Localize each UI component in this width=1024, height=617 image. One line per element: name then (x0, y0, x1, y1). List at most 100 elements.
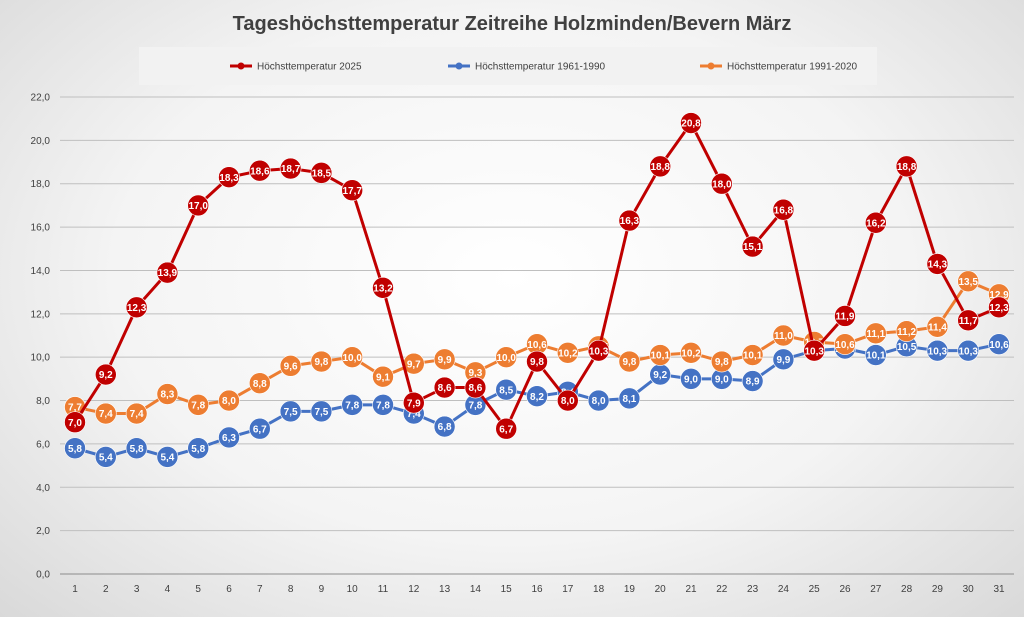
data-label: 8,5 (499, 385, 513, 396)
data-point (187, 194, 209, 217)
series-line (73, 121, 1000, 431)
data-point (864, 322, 887, 345)
data-label: 5,8 (191, 444, 205, 455)
data-label: 7,7 (68, 403, 82, 414)
data-label: 11,9 (836, 312, 855, 323)
data-point (95, 363, 117, 386)
data-point (834, 333, 856, 355)
data-point (341, 179, 364, 202)
data-point (988, 296, 1010, 319)
data-point (649, 155, 672, 178)
data-label: 9,0 (715, 374, 729, 385)
data-label: 9,2 (653, 370, 667, 381)
data-point (433, 415, 456, 438)
x-tick-label: 28 (901, 584, 913, 595)
data-point (587, 389, 610, 412)
data-label: 7,8 (345, 400, 359, 411)
x-tick-label: 10 (347, 584, 359, 595)
data-label: 7,8 (191, 400, 205, 411)
data-label: 17,0 (188, 201, 208, 212)
data-label: 12,3 (127, 303, 147, 314)
data-label: 18,5 (312, 168, 332, 179)
data-point (433, 376, 456, 399)
x-tick-label: 8 (288, 584, 294, 595)
data-point (279, 157, 302, 180)
x-tick-label: 12 (408, 584, 420, 595)
data-label: 9,8 (715, 357, 729, 368)
data-point (218, 166, 240, 189)
data-point (864, 344, 887, 366)
x-tick-label: 25 (809, 584, 821, 595)
data-point (372, 276, 394, 299)
data-label: 8,6 (468, 383, 482, 394)
legend-label: Höchsttemperatur 1991-2020 (727, 62, 858, 73)
x-tick-label: 20 (655, 584, 667, 595)
data-point (372, 365, 394, 388)
x-tick-label: 2 (103, 584, 109, 595)
data-label: 7,5 (314, 407, 328, 418)
data-label: 9,8 (622, 357, 636, 368)
data-label: 12,3 (989, 303, 1009, 314)
data-point (279, 400, 302, 423)
legend-marker (707, 62, 715, 70)
x-tick-label: 16 (531, 584, 543, 595)
x-tick-label: 4 (165, 584, 171, 595)
data-label: 10,3 (589, 346, 609, 357)
legend: Höchsttemperatur 2025 Höchsttemperatur 19… (230, 62, 858, 73)
data-label: 8,1 (622, 394, 636, 405)
data-point (556, 389, 579, 412)
y-tick-label: 20,0 (31, 136, 51, 147)
data-label: 8,9 (746, 377, 760, 388)
x-tick-label: 21 (685, 584, 697, 595)
data-point (772, 198, 795, 221)
data-point (218, 389, 240, 412)
data-point (526, 385, 548, 408)
data-label: 9,9 (776, 355, 790, 366)
data-label: 6,3 (222, 433, 236, 444)
data-label: 16,2 (866, 218, 886, 229)
data-label: 9,2 (99, 370, 113, 381)
data-label: 14,3 (928, 260, 948, 271)
data-label: 5,4 (160, 453, 174, 464)
data-label: 8,0 (561, 396, 575, 407)
data-label: 5,8 (68, 444, 82, 455)
data-point (957, 339, 980, 362)
x-tick-label: 22 (716, 584, 728, 595)
data-point (279, 355, 302, 377)
data-point (495, 417, 518, 440)
data-point (187, 394, 209, 416)
data-label: 8,2 (530, 392, 544, 403)
data-label: 7,5 (284, 407, 298, 418)
data-label: 9,0 (684, 374, 698, 385)
data-point (64, 411, 86, 434)
data-label: 12,9 (989, 290, 1009, 301)
y-tick-label: 10,0 (31, 353, 51, 364)
y-tick-label: 12,0 (31, 309, 51, 320)
data-label: 9,7 (407, 359, 421, 370)
data-label: 20,8 (681, 119, 701, 130)
data-label: 7,9 (407, 398, 421, 409)
data-point (680, 368, 702, 390)
data-point (803, 339, 826, 362)
data-label: 9,6 (284, 361, 298, 372)
data-label: 10,6 (527, 340, 547, 351)
legend-item: Höchsttemperatur 1991-2020 (700, 62, 858, 73)
data-label: 10,0 (496, 353, 516, 364)
x-tick-label: 11 (378, 584, 389, 595)
data-label: 13,5 (958, 277, 978, 288)
legend-label: Höchsttemperatur 1961-1990 (475, 62, 606, 73)
data-label: 6,7 (499, 424, 513, 435)
data-point (248, 372, 271, 395)
data-label: 18,6 (250, 166, 270, 177)
data-label: 13,9 (158, 268, 178, 279)
data-label: 9,3 (468, 368, 482, 379)
y-tick-label: 14,0 (31, 266, 51, 277)
y-tick-label: 4,0 (36, 483, 50, 494)
data-label: 11,1 (866, 329, 885, 340)
data-point (680, 112, 702, 134)
data-label: 11,4 (928, 322, 947, 333)
data-point (64, 437, 86, 460)
data-point (464, 376, 487, 399)
data-label: 5,4 (99, 453, 113, 464)
data-point (526, 350, 548, 373)
